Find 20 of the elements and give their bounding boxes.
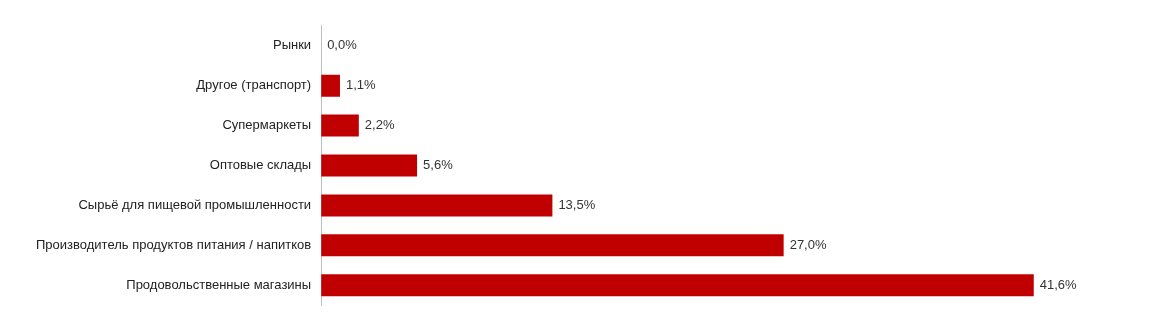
y-tick-label: Другое (транспорт) (196, 77, 312, 93)
bar (321, 234, 784, 257)
data-label: 2,2% (364, 117, 395, 133)
y-tick-label: Производитель продуктов питания / напитков (35, 236, 312, 252)
data-label: 1,1% (345, 77, 377, 93)
y-tick-label: Рынки (272, 37, 312, 53)
bar (321, 74, 340, 97)
y-tick-label: Сырьё для пищевой промышленности (78, 196, 312, 212)
bar (321, 194, 553, 217)
data-label: 13,5% (558, 196, 596, 212)
bar (321, 274, 1034, 297)
data-label: 27,0% (789, 236, 827, 252)
data-label: 0,0% (327, 37, 358, 53)
data-label: 5,6% (423, 157, 454, 173)
y-tick-label: Оптовые склады (209, 157, 312, 173)
y-tick-label: Супермаркеты (222, 117, 312, 133)
bar (321, 114, 359, 137)
data-label: 41,6% (1039, 276, 1078, 292)
bar (321, 154, 418, 177)
y-tick-label: Продовольственные магазины (126, 276, 312, 292)
